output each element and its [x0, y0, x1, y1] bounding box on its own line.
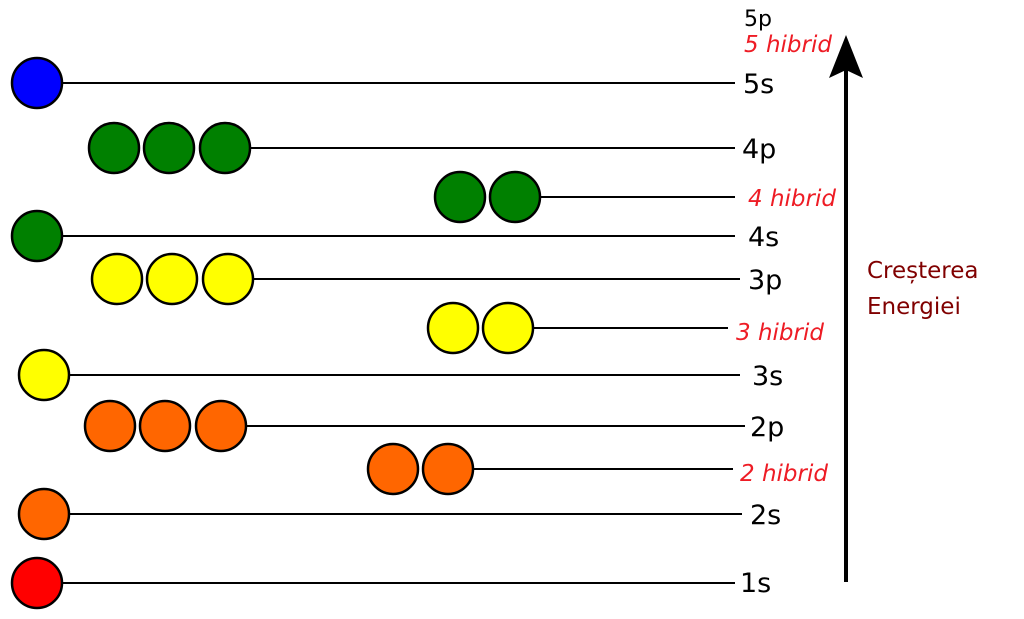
- electron-orbital-circle: [10, 56, 64, 110]
- level-label-2p: 2p: [750, 412, 784, 443]
- level-label-5s: 5s: [743, 69, 774, 100]
- level-label-3p: 3p: [748, 265, 782, 296]
- electron-orbital-circle: [17, 348, 71, 402]
- electron-orbital-circle: [426, 301, 480, 355]
- level-1s: 1s: [10, 556, 771, 610]
- electron-orbital-circle: [145, 252, 199, 306]
- level-label-2s: 2s: [750, 500, 781, 531]
- level-4-hibrid: 4 hibrid: [433, 170, 836, 224]
- level-4p: 4p: [87, 121, 776, 175]
- electron-orbital-circle: [83, 399, 137, 453]
- electron-orbital-circle: [366, 442, 420, 496]
- electron-orbital-circle: [142, 121, 196, 175]
- electron-orbital-circle: [201, 252, 255, 306]
- level-3s: 3s: [17, 348, 783, 402]
- hybrid-label-4-hibrid: 4 hibrid: [748, 186, 836, 212]
- level-5s: 5s: [10, 56, 774, 110]
- level-4s: 4s: [10, 209, 779, 263]
- electron-orbital-circle: [138, 399, 192, 453]
- level-3p: 3p: [90, 252, 782, 306]
- energy-arrow-head-icon: [829, 35, 863, 78]
- level-label-4s: 4s: [748, 222, 779, 253]
- electron-orbital-circle: [421, 442, 475, 496]
- hybrid-label-3-hibrid: 3 hibrid: [736, 320, 824, 346]
- level-label-3s: 3s: [752, 361, 783, 392]
- electron-orbital-circle: [433, 170, 487, 224]
- hybrid-label-2-hibrid: 2 hibrid: [740, 461, 828, 487]
- level-2s: 2s: [17, 487, 781, 541]
- level-2p: 2p: [83, 399, 784, 453]
- energy-label-line1: Creșterea: [867, 258, 979, 284]
- electron-orbital-circle: [488, 170, 542, 224]
- level-label-4p: 4p: [742, 134, 776, 165]
- level-2-hibrid: 2 hibrid: [366, 442, 828, 496]
- level-label-5p: 5p: [744, 7, 772, 32]
- hybrid-label-5: 5 hibrid: [744, 32, 832, 58]
- electron-orbital-circle: [90, 252, 144, 306]
- electron-orbital-circle: [10, 556, 64, 610]
- electron-orbital-circle: [194, 399, 248, 453]
- electron-orbital-circle: [198, 121, 252, 175]
- electron-orbital-circle: [87, 121, 141, 175]
- energy-label-line2: Energiei: [867, 294, 961, 320]
- level-3-hibrid: 3 hibrid: [426, 301, 824, 355]
- level-label-1s: 1s: [740, 568, 771, 599]
- electron-orbital-circle: [17, 487, 71, 541]
- electron-orbital-circle: [481, 301, 535, 355]
- electron-orbital-circle: [10, 209, 64, 263]
